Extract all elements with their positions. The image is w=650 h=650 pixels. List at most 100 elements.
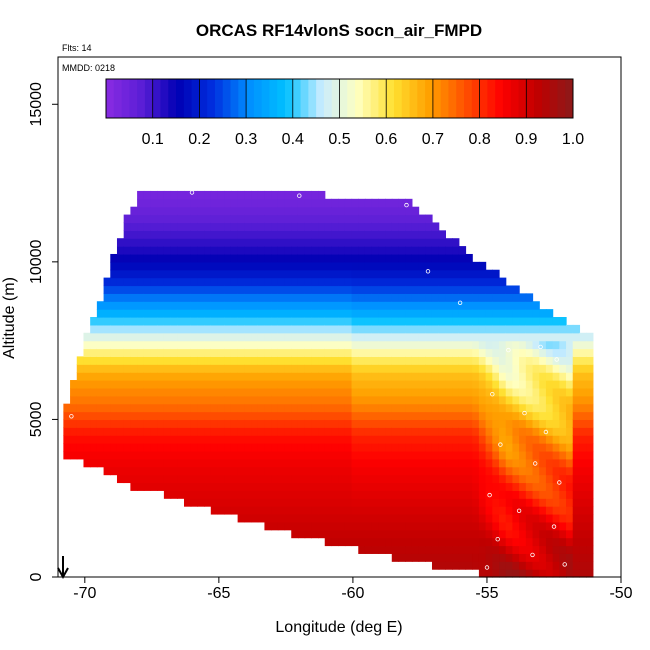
heatmap-cell	[358, 215, 365, 223]
heatmap-cell	[539, 569, 546, 577]
heatmap-cell	[358, 301, 365, 309]
heatmap-cell	[298, 498, 305, 506]
heatmap-cell	[459, 262, 466, 270]
heatmap-cell	[63, 443, 70, 451]
heatmap-cell	[358, 270, 365, 278]
heatmap-cell	[559, 364, 566, 372]
heatmap-cell	[211, 191, 218, 199]
heatmap-cell	[130, 254, 137, 262]
heatmap-cell	[372, 349, 379, 357]
heatmap-cell	[325, 230, 332, 238]
heatmap-cell	[378, 230, 385, 238]
heatmap-cell	[244, 396, 251, 404]
heatmap-cell	[486, 293, 493, 301]
heatmap-cell	[258, 451, 265, 459]
heatmap-cell	[533, 364, 540, 372]
heatmap-cell	[157, 356, 164, 364]
heatmap-cell	[385, 230, 392, 238]
heatmap-cell	[432, 356, 439, 364]
heatmap-cell	[124, 222, 131, 230]
heatmap-cell	[358, 356, 365, 364]
heatmap-cell	[278, 333, 285, 341]
heatmap-cell	[164, 372, 171, 380]
heatmap-cell	[405, 372, 412, 380]
colorbar-segment	[363, 79, 371, 118]
heatmap-cell	[325, 412, 332, 420]
heatmap-cell	[392, 270, 399, 278]
heatmap-cell	[325, 262, 332, 270]
heatmap-cell	[177, 238, 184, 246]
heatmap-cell	[378, 325, 385, 333]
heatmap-cell	[472, 317, 479, 325]
heatmap-cell	[479, 341, 486, 349]
heatmap-cell	[285, 254, 292, 262]
heatmap-cell	[197, 412, 204, 420]
heatmap-cell	[224, 309, 231, 317]
heatmap-cell	[231, 341, 238, 349]
heatmap-cell	[466, 498, 473, 506]
heatmap-cell	[144, 459, 151, 467]
heatmap-cell	[425, 301, 432, 309]
heatmap-cell	[412, 230, 419, 238]
heatmap-cell	[419, 435, 426, 443]
heatmap-cell	[177, 254, 184, 262]
heatmap-cell	[566, 443, 573, 451]
colorbar-segment	[417, 79, 425, 118]
heatmap-cell	[318, 364, 325, 372]
heatmap-cell	[499, 475, 506, 483]
heatmap-cell	[164, 404, 171, 412]
heatmap-cell	[251, 262, 258, 270]
heatmap-cell	[191, 419, 198, 427]
heatmap-cell	[264, 514, 271, 522]
heatmap-cell	[466, 285, 473, 293]
heatmap-cell	[472, 545, 479, 553]
heatmap-cell	[197, 459, 204, 467]
heatmap-cell	[157, 215, 164, 223]
heatmap-cell	[486, 435, 493, 443]
heatmap-cell	[378, 545, 385, 553]
heatmap-cell	[298, 482, 305, 490]
heatmap-cell	[224, 341, 231, 349]
heatmap-cell	[492, 530, 499, 538]
heatmap-cell	[553, 490, 560, 498]
heatmap-cell	[425, 317, 432, 325]
heatmap-cell	[331, 459, 338, 467]
heatmap-cell	[419, 467, 426, 475]
heatmap-cell	[405, 215, 412, 223]
heatmap-cell	[412, 467, 419, 475]
heatmap-cell	[392, 530, 399, 538]
heatmap-cell	[157, 199, 164, 207]
heatmap-cell	[425, 388, 432, 396]
heatmap-cell	[492, 349, 499, 357]
heatmap-cell	[512, 514, 519, 522]
heatmap-cell	[285, 372, 292, 380]
heatmap-cell	[325, 459, 332, 467]
heatmap-cell	[164, 380, 171, 388]
heatmap-cell	[291, 246, 298, 254]
heatmap-cell	[412, 333, 419, 341]
heatmap-cell	[218, 380, 225, 388]
heatmap-cell	[479, 530, 486, 538]
heatmap-cell	[358, 506, 365, 514]
heatmap-cell	[244, 207, 251, 215]
heatmap-cell	[579, 333, 586, 341]
heatmap-cell	[117, 467, 124, 475]
colorbar-segment	[293, 79, 301, 118]
heatmap-cell	[291, 278, 298, 286]
heatmap-cell	[117, 341, 124, 349]
heatmap-cell	[385, 356, 392, 364]
heatmap-cell	[459, 301, 466, 309]
heatmap-cell	[144, 396, 151, 404]
heatmap-cell	[506, 396, 513, 404]
heatmap-cell	[258, 388, 265, 396]
heatmap-cell	[244, 380, 251, 388]
heatmap-cell	[150, 285, 157, 293]
heatmap-cell	[345, 285, 352, 293]
heatmap-cell	[352, 530, 359, 538]
heatmap-cell	[338, 278, 345, 286]
heatmap-cell	[285, 467, 292, 475]
heatmap-cell	[331, 270, 338, 278]
heatmap-cell	[298, 522, 305, 530]
heatmap-cell	[117, 349, 124, 357]
heatmap-cell	[466, 388, 473, 396]
